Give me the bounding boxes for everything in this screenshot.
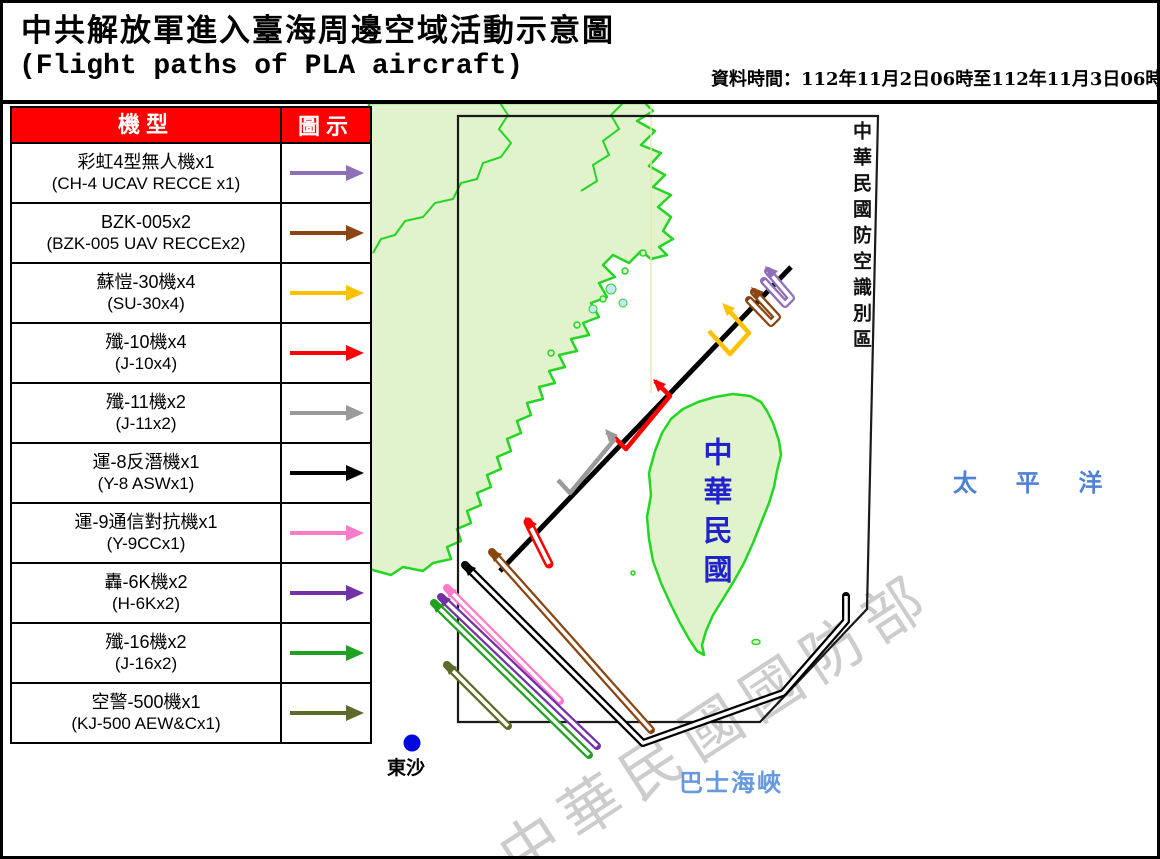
aircraft-name-zh: 殲-16機x2 <box>105 632 187 652</box>
track-ch4-uturn-core <box>762 269 793 306</box>
flight-arrow-icon <box>290 585 364 601</box>
legend-header-symbol: 圖示 <box>280 108 370 142</box>
track-j10-south-core <box>526 521 551 565</box>
h6k-arrowhead <box>438 594 451 607</box>
coastal-inlet <box>618 298 628 308</box>
j10-south-arrowhead <box>525 517 537 531</box>
page-title: 中共解放軍進入臺海周邊空域活動示意圖 <box>21 13 615 49</box>
aircraft-name-zh: BZK-005x2 <box>100 212 192 232</box>
pacific-ocean-label: 太 平 洋 <box>953 470 1119 497</box>
coastal-islet <box>639 249 647 257</box>
bzk005-uturn-arrowhead <box>751 287 764 300</box>
aircraft-name-en: (KJ-500 AEW&Cx1) <box>71 714 221 733</box>
y8-arrowhead <box>463 563 476 576</box>
ch4-arrowhead <box>765 266 778 279</box>
legend-row-j16: 殲-16機x2 (J-16x2) <box>12 622 370 682</box>
aircraft-name-zh: 殲-11機x2 <box>106 392 186 412</box>
legend-row-j11: 殲-11機x2 (J-11x2) <box>12 382 370 442</box>
track-y9cc-core <box>445 586 562 703</box>
aircraft-name-en: (BZK-005 UAV RECCEx2) <box>46 234 246 253</box>
taiwan-island <box>645 392 783 657</box>
coastal-inlet <box>605 283 617 295</box>
legend-row-su30: 蘇愷-30機x4 (SU-30x4) <box>12 262 370 322</box>
legend-header-row: 機型 圖示 <box>12 108 370 142</box>
data-time-range: 資料時間：112年11月2日06時至112年11月3日06時 <box>711 69 1160 90</box>
dongsha-dot <box>403 734 421 752</box>
track-h6k-core <box>439 595 599 748</box>
aircraft-name-en: (CH-4 UCAV RECCE x1) <box>51 174 241 193</box>
j11-arrowhead <box>605 429 618 442</box>
province-boundary-line <box>580 102 624 192</box>
track-bzk005-long-core <box>490 550 653 732</box>
small-island <box>751 638 761 646</box>
bzk005-arrowhead <box>489 549 502 562</box>
legend-row-kj500: 空警-500機x1 (KJ-500 AEW&Cx1) <box>12 682 370 742</box>
province-boundary-line <box>372 102 513 254</box>
map-canvas <box>367 101 880 759</box>
aircraft-name-zh: 運-8反潛機x1 <box>92 452 200 472</box>
title-bar: 中共解放軍進入臺海周邊空域活動示意圖 (Flight paths of PLA … <box>3 3 1157 104</box>
track-su30 <box>707 304 752 357</box>
coastal-islet <box>547 349 555 357</box>
mainland-china-landmass <box>367 101 675 577</box>
legend-header-type: 機型 <box>117 111 174 138</box>
kj500-arrowhead <box>444 662 457 675</box>
flight-arrow-icon <box>290 705 364 721</box>
aircraft-name-en: (J-10x4) <box>114 354 178 373</box>
legend-row-ch4: 彩虹4型無人機x1 (CH-4 UCAV RECCE x1) <box>12 142 370 202</box>
legend-table: 機型 圖示 彩虹4型無人機x1 (CH-4 UCAV RECCE x1) BZK… <box>10 106 372 744</box>
legend-row-y9cc: 運-9通信對抗機x1 (Y-9CCx1) <box>12 502 370 562</box>
aircraft-name-zh: 轟-6K機x2 <box>104 572 188 592</box>
track-bzk005-uturn <box>745 288 781 327</box>
aircraft-name-en: (H-6Kx2) <box>111 594 180 613</box>
adiz-label: 中華民國防空識別區 <box>850 121 872 355</box>
flight-arrow-icon <box>290 225 364 241</box>
legend-row-j10: 殲-10機x4 (J-10x4) <box>12 322 370 382</box>
coastal-islet <box>599 295 607 303</box>
coastal-islet <box>621 267 629 275</box>
aircraft-name-en: (SU-30x4) <box>107 294 185 313</box>
flight-arrow-icon <box>290 465 364 481</box>
aircraft-name-zh: 運-9通信對抗機x1 <box>74 512 218 532</box>
legend-row-h6k: 轟-6K機x2 (H-6Kx2) <box>12 562 370 622</box>
aircraft-name-zh: 蘇愷-30機x4 <box>96 272 196 292</box>
flight-arrow-icon <box>290 165 364 181</box>
page-subtitle: (Flight paths of PLA aircraft) <box>19 51 524 82</box>
y9cc-arrowhead <box>444 585 457 598</box>
flight-arrow-icon <box>290 345 364 361</box>
flight-arrow-icon <box>290 645 364 661</box>
flight-arrow-icon <box>290 405 364 421</box>
track-j10-north <box>611 379 673 452</box>
track-j16-core <box>432 601 591 757</box>
track-kj500-core <box>445 663 510 728</box>
aircraft-name-zh: 殲-10機x4 <box>105 332 187 352</box>
dongsha-label: 東沙 <box>387 757 426 779</box>
legend-row-y8: 運-8反潛機x1 (Y-8 ASWx1) <box>12 442 370 502</box>
su30-arrowhead <box>722 303 735 316</box>
track-y8-asw-core <box>463 563 848 745</box>
coastal-inlet <box>588 304 598 314</box>
coastal-islet <box>573 321 581 329</box>
aircraft-name-en: (J-16x2) <box>114 654 178 673</box>
track-bzk005-uturn-core <box>747 290 779 325</box>
aircraft-name-en: (Y-8 ASWx1) <box>97 474 195 493</box>
aircraft-name-en: (J-11x2) <box>115 414 177 433</box>
aircraft-name-zh: 彩虹4型無人機x1 <box>77 152 215 172</box>
bashi-channel-label: 巴士海峽 <box>679 770 783 797</box>
flight-arrow-icon <box>290 285 364 301</box>
aircraft-name-zh: 空警-500機x1 <box>91 692 201 712</box>
j16-arrowhead <box>431 600 444 613</box>
flight-arrow-icon <box>290 525 364 541</box>
aircraft-name-en: (Y-9CCx1) <box>106 534 186 553</box>
j10-north-arrowhead <box>653 379 666 392</box>
legend-row-bzk005: BZK-005x2 (BZK-005 UAV RECCEx2) <box>12 202 370 262</box>
strait-median-line <box>498 265 793 573</box>
small-island <box>630 570 636 576</box>
taiwan-label: 中華民國 <box>699 437 733 593</box>
